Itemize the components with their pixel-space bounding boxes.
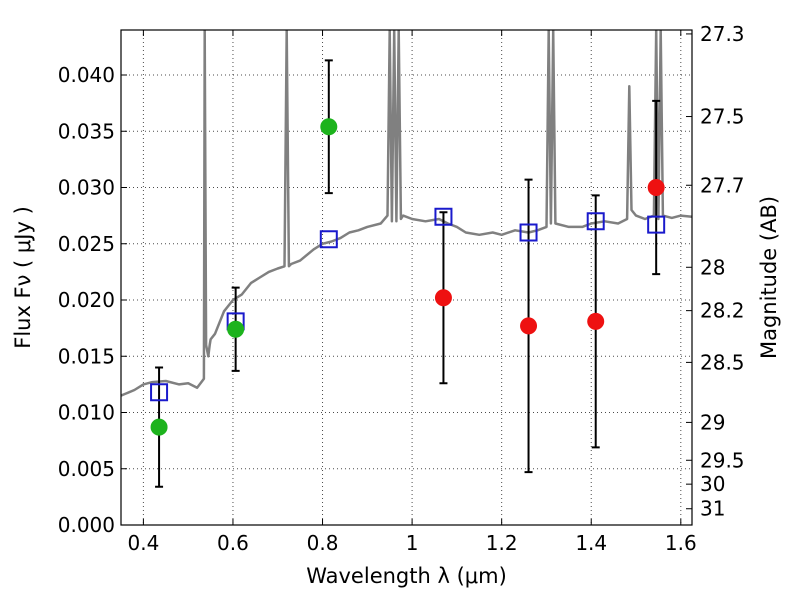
x-tick-label: 1.4 — [575, 531, 607, 555]
x-tick-label: 1.2 — [486, 531, 518, 555]
observed-flux-marker — [647, 179, 665, 196]
plot-frame — [120, 29, 693, 526]
error-bar-layer — [155, 59, 661, 488]
marker-layer — [150, 118, 666, 436]
right-tick-label: 27.7 — [700, 173, 745, 197]
right-tick-label: 28 — [700, 255, 725, 279]
model-band-square-marker — [434, 207, 453, 226]
observed-flux-marker — [320, 118, 338, 136]
y-tick-label: 0.000 — [58, 513, 115, 537]
y-tick-label: 0.015 — [58, 344, 115, 368]
y-tick-label: 0.005 — [58, 457, 115, 481]
right-tick-label: 31 — [700, 497, 725, 521]
x-tick-label: 1.6 — [665, 531, 697, 555]
x-tick-label: 0.6 — [217, 531, 249, 555]
right-tick-label: 30 — [700, 472, 725, 496]
y-tick-label: 0.040 — [58, 63, 115, 87]
right-axis-title: Magnitude (AB) — [757, 196, 781, 359]
y-tick-label: 0.025 — [58, 232, 115, 256]
x-axis-title: Wavelength λ (μm) — [306, 564, 507, 588]
observed-flux-marker — [227, 320, 245, 338]
y-axis-title: Flux Fν ( μJy ) — [11, 206, 35, 349]
model-band-square-marker — [586, 212, 605, 231]
tick-layer — [121, 30, 692, 526]
grid-layer — [121, 30, 692, 526]
model-band-square-marker — [150, 383, 169, 402]
observed-flux-marker — [434, 289, 452, 307]
right-tick-label: 27.5 — [700, 105, 745, 129]
right-tick-label: 29.5 — [700, 448, 745, 472]
model-spectrum-layer — [121, 30, 692, 397]
y-tick-label: 0.020 — [58, 288, 115, 312]
x-tick-label: 0.4 — [127, 531, 159, 555]
y-tick-label: 0.035 — [58, 119, 115, 143]
right-tick-label: 29 — [700, 410, 725, 434]
x-tick-label: 0.8 — [307, 531, 339, 555]
right-tick-label: 27.3 — [700, 22, 745, 46]
observed-flux-marker — [587, 312, 605, 330]
observed-flux-marker — [150, 418, 168, 436]
model-band-square-marker — [647, 215, 666, 234]
model-band-square-marker — [319, 230, 338, 249]
model-spectrum-line — [121, 30, 692, 397]
x-tick-label: 1 — [406, 531, 419, 555]
tick-label-layer: 0.4 0.6 0.8 1 1.2 1.4 1.6 0.000 0.005 0.010 0.015 0… — [58, 22, 745, 555]
y-tick-label: 0.010 — [58, 401, 115, 425]
right-tick-label: 28.5 — [700, 350, 745, 374]
observed-flux-marker — [520, 317, 538, 335]
model-band-square-marker — [519, 223, 538, 242]
right-tick-label: 28.2 — [700, 299, 745, 323]
y-tick-label: 0.030 — [58, 176, 115, 200]
